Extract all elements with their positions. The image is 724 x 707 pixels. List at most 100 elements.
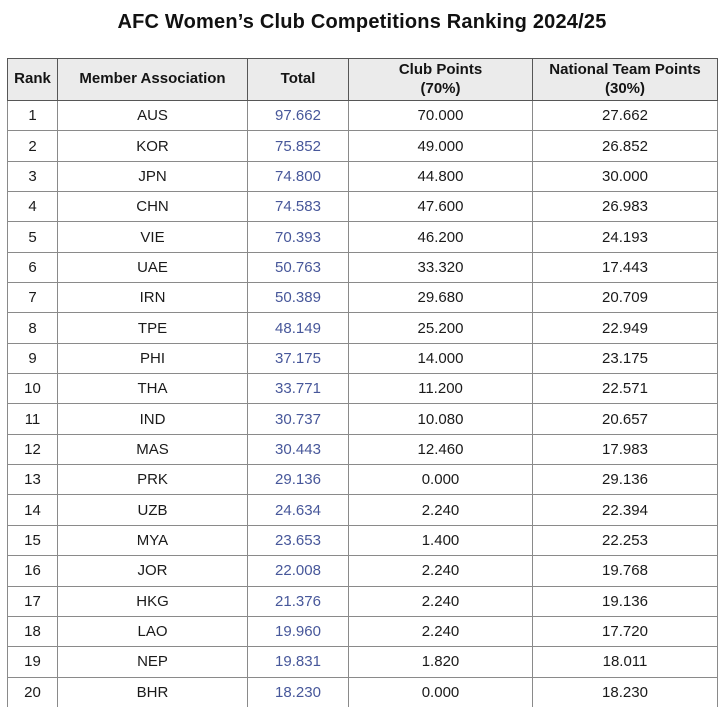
cell-national-team-points: 26.852 bbox=[532, 130, 718, 162]
column-header-member-association-label: Member Association bbox=[79, 70, 226, 88]
cell-total: 19.960 bbox=[247, 615, 349, 648]
table-row: 10 THA 33.771 11.200 22.571 bbox=[7, 373, 718, 405]
cell-total: 33.771 bbox=[247, 373, 349, 405]
cell-national-team-points: 20.709 bbox=[532, 282, 718, 314]
cell-member-association: UZB bbox=[57, 494, 248, 526]
cell-rank: 8 bbox=[7, 312, 58, 344]
cell-club-points: 10.080 bbox=[348, 403, 533, 435]
column-header-club-points-sub: (70%) bbox=[420, 79, 461, 97]
cell-member-association: JPN bbox=[57, 160, 248, 193]
cell-total: 75.852 bbox=[247, 130, 349, 162]
cell-rank: 14 bbox=[7, 494, 58, 526]
table-row: 20 BHR 18.230 0.000 18.230 bbox=[7, 676, 718, 707]
table-row: 2 KOR 75.852 49.000 26.852 bbox=[7, 130, 718, 162]
cell-club-points: 25.200 bbox=[348, 312, 533, 344]
cell-total: 50.763 bbox=[247, 251, 349, 284]
cell-national-team-points: 22.571 bbox=[532, 373, 718, 405]
cell-rank: 2 bbox=[7, 130, 58, 162]
cell-total: 29.136 bbox=[247, 464, 349, 496]
cell-total: 21.376 bbox=[247, 585, 349, 617]
cell-club-points: 47.600 bbox=[348, 191, 533, 223]
cell-national-team-points: 19.768 bbox=[532, 555, 718, 587]
cell-member-association: THA bbox=[57, 373, 248, 405]
cell-rank: 12 bbox=[7, 433, 58, 466]
column-header-national-team-points-label: National Team Points bbox=[549, 60, 701, 78]
cell-total: 19.831 bbox=[247, 646, 349, 678]
table-row: 12 MAS 30.443 12.460 17.983 bbox=[7, 433, 718, 466]
cell-total: 48.149 bbox=[247, 312, 349, 344]
cell-member-association: BHR bbox=[57, 676, 248, 707]
cell-club-points: 2.240 bbox=[348, 555, 533, 587]
cell-club-points: 46.200 bbox=[348, 221, 533, 253]
table-row: 3 JPN 74.800 44.800 30.000 bbox=[7, 160, 718, 193]
cell-member-association: JOR bbox=[57, 555, 248, 587]
cell-rank: 7 bbox=[7, 282, 58, 314]
table-row: 15 MYA 23.653 1.400 22.253 bbox=[7, 524, 718, 557]
cell-club-points: 11.200 bbox=[348, 373, 533, 405]
cell-club-points: 29.680 bbox=[348, 282, 533, 314]
cell-rank: 6 bbox=[7, 251, 58, 284]
cell-rank: 1 bbox=[7, 99, 58, 132]
column-header-club-points: Club Points (70%) bbox=[348, 58, 533, 101]
table-row: 6 UAE 50.763 33.320 17.443 bbox=[7, 251, 718, 284]
column-header-rank: Rank bbox=[7, 58, 58, 101]
cell-national-team-points: 22.253 bbox=[532, 524, 718, 557]
column-header-rank-label: Rank bbox=[14, 70, 51, 88]
cell-rank: 9 bbox=[7, 342, 58, 375]
cell-club-points: 2.240 bbox=[348, 494, 533, 526]
table-row: 19 NEP 19.831 1.820 18.011 bbox=[7, 646, 718, 678]
table-row: 14 UZB 24.634 2.240 22.394 bbox=[7, 494, 718, 526]
cell-club-points: 44.800 bbox=[348, 160, 533, 193]
table-row: 18 LAO 19.960 2.240 17.720 bbox=[7, 615, 718, 648]
cell-member-association: PHI bbox=[57, 342, 248, 375]
page-title: AFC Women’s Club Competitions Ranking 20… bbox=[117, 11, 607, 33]
cell-club-points: 1.820 bbox=[348, 646, 533, 678]
cell-rank: 18 bbox=[7, 615, 58, 648]
cell-member-association: MAS bbox=[57, 433, 248, 466]
cell-national-team-points: 24.193 bbox=[532, 221, 718, 253]
cell-national-team-points: 18.230 bbox=[532, 676, 718, 707]
table-row: 1 AUS 97.662 70.000 27.662 bbox=[7, 99, 718, 132]
cell-club-points: 0.000 bbox=[348, 464, 533, 496]
cell-rank: 5 bbox=[7, 221, 58, 253]
cell-rank: 19 bbox=[7, 646, 58, 678]
cell-rank: 17 bbox=[7, 585, 58, 617]
cell-club-points: 2.240 bbox=[348, 615, 533, 648]
cell-member-association: CHN bbox=[57, 191, 248, 223]
cell-member-association: VIE bbox=[57, 221, 248, 253]
column-header-member-association: Member Association bbox=[57, 58, 248, 101]
cell-total: 23.653 bbox=[247, 524, 349, 557]
cell-member-association: IRN bbox=[57, 282, 248, 314]
table-row: 7 IRN 50.389 29.680 20.709 bbox=[7, 282, 718, 314]
ranking-table: Rank Member Association Total Club Point… bbox=[7, 58, 718, 707]
cell-national-team-points: 22.949 bbox=[532, 312, 718, 344]
cell-rank: 4 bbox=[7, 191, 58, 223]
table-row: 9 PHI 37.175 14.000 23.175 bbox=[7, 342, 718, 375]
cell-rank: 10 bbox=[7, 373, 58, 405]
cell-national-team-points: 26.983 bbox=[532, 191, 718, 223]
cell-national-team-points: 17.983 bbox=[532, 433, 718, 466]
cell-member-association: LAO bbox=[57, 615, 248, 648]
cell-club-points: 12.460 bbox=[348, 433, 533, 466]
cell-member-association: UAE bbox=[57, 251, 248, 284]
table-row: 8 TPE 48.149 25.200 22.949 bbox=[7, 312, 718, 344]
cell-total: 30.737 bbox=[247, 403, 349, 435]
cell-rank: 15 bbox=[7, 524, 58, 557]
table-body: 1 AUS 97.662 70.000 27.662 2 KOR 75.852 … bbox=[7, 99, 718, 707]
column-header-club-points-label: Club Points bbox=[398, 60, 483, 78]
cell-national-team-points: 22.394 bbox=[532, 494, 718, 526]
cell-club-points: 2.240 bbox=[348, 585, 533, 617]
cell-club-points: 14.000 bbox=[348, 342, 533, 375]
cell-national-team-points: 20.657 bbox=[532, 403, 718, 435]
cell-national-team-points: 27.662 bbox=[532, 99, 718, 132]
cell-total: 97.662 bbox=[247, 99, 349, 132]
cell-total: 74.583 bbox=[247, 191, 349, 223]
cell-total: 30.443 bbox=[247, 433, 349, 466]
cell-rank: 13 bbox=[7, 464, 58, 496]
table-row: 16 JOR 22.008 2.240 19.768 bbox=[7, 555, 718, 587]
cell-member-association: TPE bbox=[57, 312, 248, 344]
table-row: 13 PRK 29.136 0.000 29.136 bbox=[7, 464, 718, 496]
cell-member-association: AUS bbox=[57, 99, 248, 132]
cell-rank: 3 bbox=[7, 160, 58, 193]
